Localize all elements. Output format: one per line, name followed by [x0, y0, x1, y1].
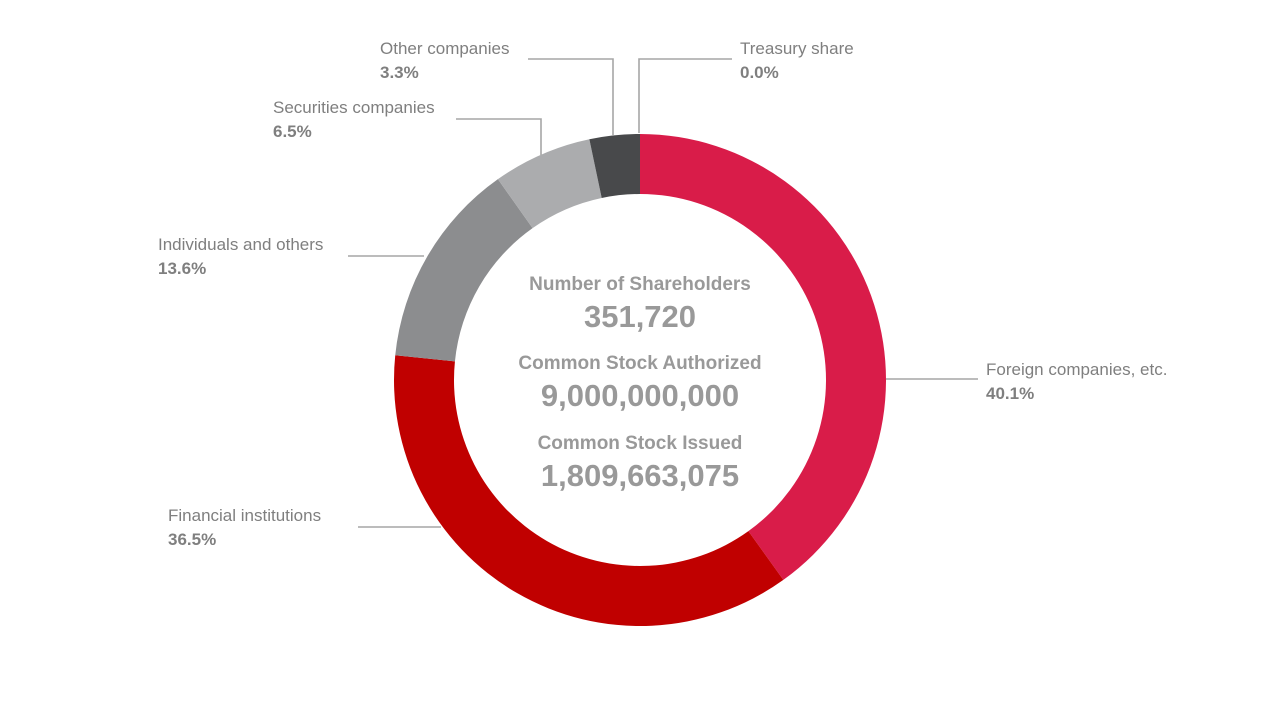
center-summary: Number of Shareholders 351,720 Common St… [518, 274, 761, 493]
leader-securities-companies [456, 118, 542, 155]
label-financial-institutions: Financial institutions [168, 506, 321, 525]
slice-securities-companies [497, 139, 602, 229]
donut-slices [393, 134, 886, 626]
slice-labels: Foreign companies, etc. 40.1% Financial in… [158, 39, 1167, 549]
label-securities-companies: Securities companies [273, 98, 435, 117]
slice-financial-institutions [393, 355, 784, 626]
value-individuals-and-others: 13.6% [158, 259, 206, 278]
authorized-heading: Common Stock Authorized [518, 353, 761, 374]
shareholders-count: 351,720 [584, 299, 696, 334]
leader-lines [348, 58, 978, 528]
label-foreign-companies-etc: Foreign companies, etc. [986, 360, 1167, 379]
value-treasury-share: 0.0% [740, 63, 779, 82]
value-other-companies: 3.3% [380, 63, 419, 82]
label-treasury-share: Treasury share [740, 39, 854, 58]
issued-heading: Common Stock Issued [538, 433, 743, 454]
value-foreign-companies-etc: 40.1% [986, 384, 1034, 403]
slice-foreign-companies-etc [640, 134, 886, 580]
shareholders-heading: Number of Shareholders [529, 274, 751, 295]
leader-other-companies [528, 58, 614, 135]
slice-individuals-and-others [395, 179, 533, 362]
issued-count: 1,809,663,075 [541, 458, 739, 493]
leader-treasury-share [638, 58, 732, 133]
slice-other-companies [589, 134, 640, 198]
value-financial-institutions: 36.5% [168, 530, 216, 549]
label-individuals-and-others: Individuals and others [158, 235, 323, 254]
label-other-companies: Other companies [380, 39, 509, 58]
authorized-count: 9,000,000,000 [541, 378, 739, 413]
value-securities-companies: 6.5% [273, 122, 312, 141]
